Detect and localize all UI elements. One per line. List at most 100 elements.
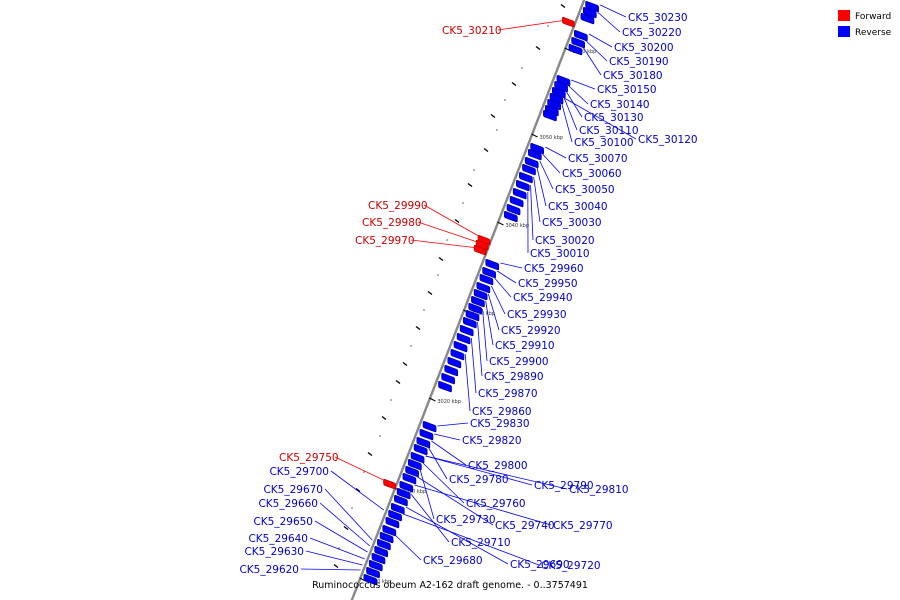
reverse-leader-line: [500, 262, 523, 269]
reverse-gene-label: CK5_30010: [530, 248, 590, 260]
reverse-gene-glyph: [574, 30, 588, 42]
reverse-gene-label: CK5_29900: [489, 356, 549, 368]
reverse-gene-label: CK5_29810: [569, 484, 629, 496]
ladder-dot: [504, 99, 506, 101]
reverse-leader-line: [425, 455, 533, 486]
ladder-dash: [454, 218, 460, 224]
reverse-leader-line: [405, 506, 509, 565]
reverse-leader-line: [309, 537, 365, 560]
forward-leader-line: [423, 204, 483, 239]
ladder-dot: [462, 202, 464, 204]
reverse-leader-line: [431, 440, 467, 466]
reverse-gene-label: CK5_29740: [495, 520, 555, 532]
reverse-gene-glyph: [519, 172, 533, 184]
scale-tick-mark: [429, 397, 436, 402]
reverse-gene-glyph: [462, 317, 477, 329]
reverse-leader-line: [394, 534, 422, 561]
reverse-gene-glyph: [407, 459, 422, 471]
ladder-dot: [338, 547, 340, 549]
reverse-gene-label: CK5_29710: [451, 537, 511, 549]
label-leader-lines: [300, 4, 637, 571]
reverse-gene-label: CK5_30040: [548, 201, 608, 213]
reverse-gene-label: CK5_29790: [534, 480, 594, 492]
ladder-dash: [381, 415, 387, 421]
reverse-gene-label: CK5_30070: [568, 153, 628, 165]
reverse-gene-glyph: [374, 546, 389, 558]
reverse-gene-label: CK5_30150: [597, 84, 657, 96]
ladder-dot: [423, 309, 425, 311]
reverse-gene-glyph: [485, 259, 500, 271]
reverse-gene-label: CK5_30180: [603, 70, 663, 82]
reverse-gene-label: CK5_29890: [484, 371, 544, 383]
reverse-leader-line: [563, 97, 578, 131]
reverse-gene-glyph: [402, 473, 417, 485]
reverse-leader-line: [410, 493, 450, 543]
reverse-gene-glyph: [456, 333, 471, 345]
reverse-leader-line: [428, 447, 448, 480]
reverse-gene-glyph: [512, 188, 527, 200]
reverse-gene-glyph: [366, 567, 380, 579]
reverse-leader-line: [314, 520, 368, 553]
reverse-gene-glyph: [444, 365, 459, 377]
reverse-gene-label: CK5_29630: [244, 546, 304, 558]
reverse-leader-line: [542, 153, 561, 174]
reverse-gene-label: CK5_30020: [535, 235, 595, 247]
map-caption: Ruminococcus obeum A2-162 draft genome. …: [312, 580, 588, 591]
reverse-gene-label: CK5_29660: [258, 498, 318, 510]
legend-swatch-forward: [838, 10, 850, 21]
reverse-gene-label: CK5_30030: [542, 217, 602, 229]
reverse-leader-line: [539, 160, 554, 190]
forward-leader-line: [417, 221, 481, 244]
forward-gene-label: CK5_29990: [368, 200, 428, 212]
ladder-dash: [415, 325, 421, 331]
reverse-gene-glyph: [522, 164, 536, 176]
forward-gene-label: CK5_30210: [442, 25, 502, 37]
reverse-gene-glyph: [385, 517, 400, 529]
ladder-dash: [402, 361, 408, 367]
reverse-gene-glyph: [571, 37, 586, 49]
reverse-gene-label: CK5_29830: [470, 418, 530, 430]
scale-tick-mark: [531, 133, 538, 138]
ladder-dash: [355, 487, 361, 493]
reverse-leader-line: [414, 484, 552, 526]
scale-tick-label: 3000 kbp: [368, 579, 392, 585]
reverse-leader-line: [482, 308, 488, 362]
reverse-gene-label: CK5_29720: [541, 560, 601, 572]
reverse-gene-glyph: [543, 110, 557, 122]
reverse-leader-line: [585, 40, 608, 62]
ladder-dash: [427, 290, 433, 296]
reverse-leader-line: [485, 300, 494, 346]
reverse-leader-line: [494, 277, 512, 298]
genome-backbone-line: [350, 0, 586, 600]
ladder-dash: [490, 113, 496, 119]
reverse-gene-label: CK5_29760: [466, 498, 526, 510]
reverse-leader-line: [561, 103, 573, 143]
forward-leader-line: [410, 239, 479, 249]
reverse-gene-glyph: [368, 560, 383, 572]
reverse-gene-label: CK5_29690: [510, 559, 570, 571]
reverse-gene-label: CK5_30200: [614, 42, 674, 54]
reverse-gene-glyph: [405, 466, 419, 478]
reverse-gene-label: CK5_29940: [513, 292, 573, 304]
reverse-gene-glyph: [419, 429, 434, 441]
reverse-leader-line: [403, 513, 540, 566]
reverse-gene-glyph: [438, 381, 452, 393]
reverse-leader-line: [491, 285, 506, 315]
scale-tick-label: 3020 kbp: [437, 399, 461, 405]
reverse-gene-glyph: [471, 296, 485, 308]
reverse-gene-glyph: [382, 525, 397, 537]
ladder-dash: [333, 563, 339, 569]
reverse-gene-label: CK5_29930: [507, 309, 567, 321]
reverse-gene-glyph: [568, 44, 583, 56]
reverse-leader-line: [477, 321, 483, 377]
ladder-dash: [467, 182, 473, 188]
reverse-leader-line: [571, 79, 596, 90]
ladder-dash: [483, 147, 489, 153]
legend-label-reverse: Reverse: [855, 28, 892, 38]
reverse-leader-line: [600, 4, 627, 18]
reverse-gene-label: CK5_30100: [574, 137, 634, 149]
ladder-dash: [438, 256, 444, 262]
reverse-gene-label: CK5_29870: [478, 388, 538, 400]
reverse-gene-label: CK5_29650: [253, 516, 313, 528]
reverse-gene-label: CK5_29640: [248, 533, 308, 545]
